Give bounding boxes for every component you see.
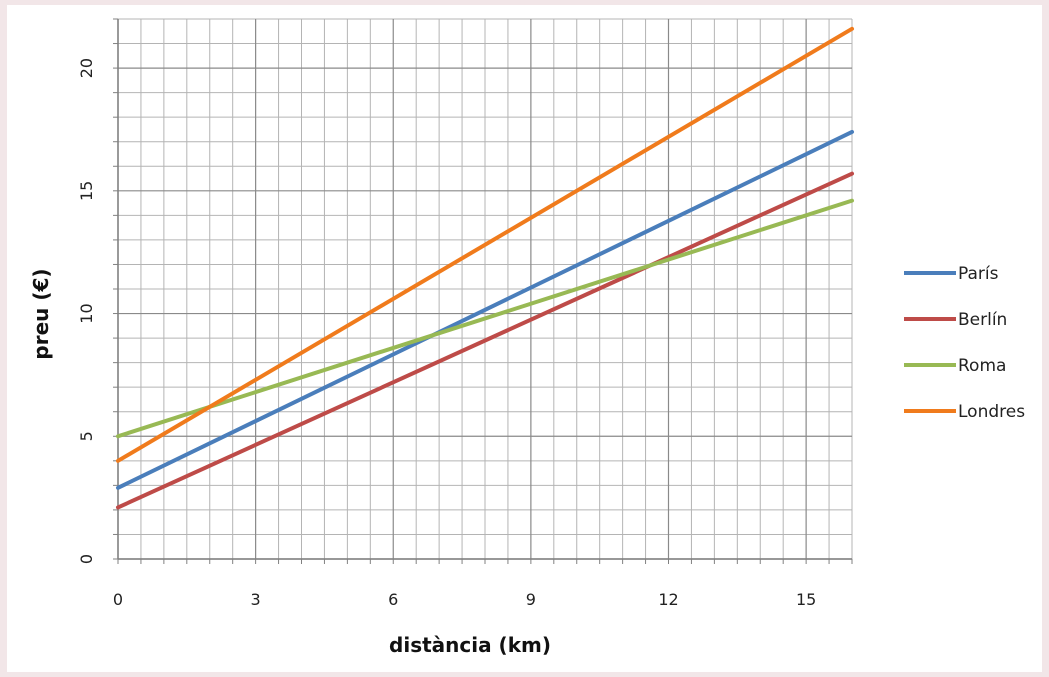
y-tick-labels: 0 5 10 15 20 xyxy=(77,58,96,564)
y-tick-label: 5 xyxy=(77,431,96,441)
minor-gridlines xyxy=(118,18,853,559)
axes xyxy=(113,18,853,564)
x-tick-labels: 0 3 6 9 12 15 xyxy=(113,590,816,609)
x-tick-label: 6 xyxy=(388,590,398,609)
series-lines xyxy=(116,26,854,510)
legend-label-roma: Roma xyxy=(958,356,1006,376)
legend: París Berlín Roma Londres xyxy=(904,264,1025,422)
series-line-londres xyxy=(116,26,854,463)
legend-label-paris: París xyxy=(958,264,999,284)
series-line-roma xyxy=(116,198,854,439)
x-tick-label: 12 xyxy=(658,590,678,609)
series-line-paris xyxy=(116,129,854,490)
legend-label-londres: Londres xyxy=(958,402,1025,422)
x-tick-label: 15 xyxy=(796,590,816,609)
x-tick-label: 3 xyxy=(251,590,261,609)
y-axis-title: preu (€) xyxy=(29,268,53,359)
y-tick-label: 0 xyxy=(77,554,96,564)
x-axis-title: distància (km) xyxy=(389,633,551,657)
y-tick-label: 20 xyxy=(77,58,96,78)
x-tick-label: 9 xyxy=(526,590,536,609)
x-tick-label: 0 xyxy=(113,590,123,609)
series-line-berlin xyxy=(116,171,854,510)
y-tick-label: 10 xyxy=(77,303,96,323)
legend-label-berlin: Berlín xyxy=(958,310,1007,330)
y-tick-label: 15 xyxy=(77,181,96,201)
